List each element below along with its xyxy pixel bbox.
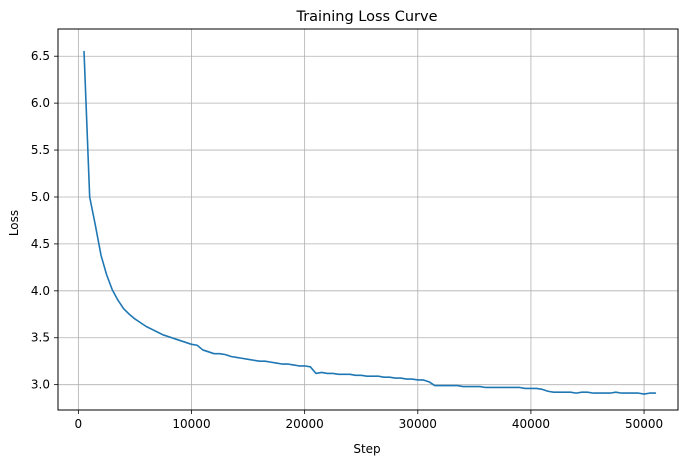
plot-frame: [57, 28, 679, 411]
x-tick-label: 0: [75, 417, 83, 431]
y-tick-label: 4.5: [31, 237, 50, 251]
y-tick-label: 6.5: [31, 49, 50, 63]
y-tick-label: 4.0: [31, 284, 50, 298]
x-axis-label: Step: [353, 442, 380, 456]
tick-layer: 0 10000 20000 30000 40000 50000 3.0 3.5 4.0 4.5 5.…: [31, 49, 663, 431]
series-layer: [83, 50, 657, 395]
x-tick-label: 40000: [512, 417, 550, 431]
y-tick-label: 3.5: [31, 331, 50, 345]
y-tick-label: 5.5: [31, 143, 50, 157]
y-tick-label: 3.0: [31, 378, 50, 392]
x-tick-label: 20000: [286, 417, 324, 431]
chart-title: Training Loss Curve: [295, 9, 437, 25]
y-tick-label: 6.0: [31, 96, 50, 110]
x-tick-label: 30000: [399, 417, 437, 431]
x-tick-label: 50000: [625, 417, 663, 431]
loss-series-line: [83, 50, 657, 395]
y-axis-label: Loss: [7, 210, 21, 236]
grid-layer: [58, 29, 678, 410]
x-tick-label: 10000: [172, 417, 210, 431]
y-tick-label: 5.0: [31, 190, 50, 204]
